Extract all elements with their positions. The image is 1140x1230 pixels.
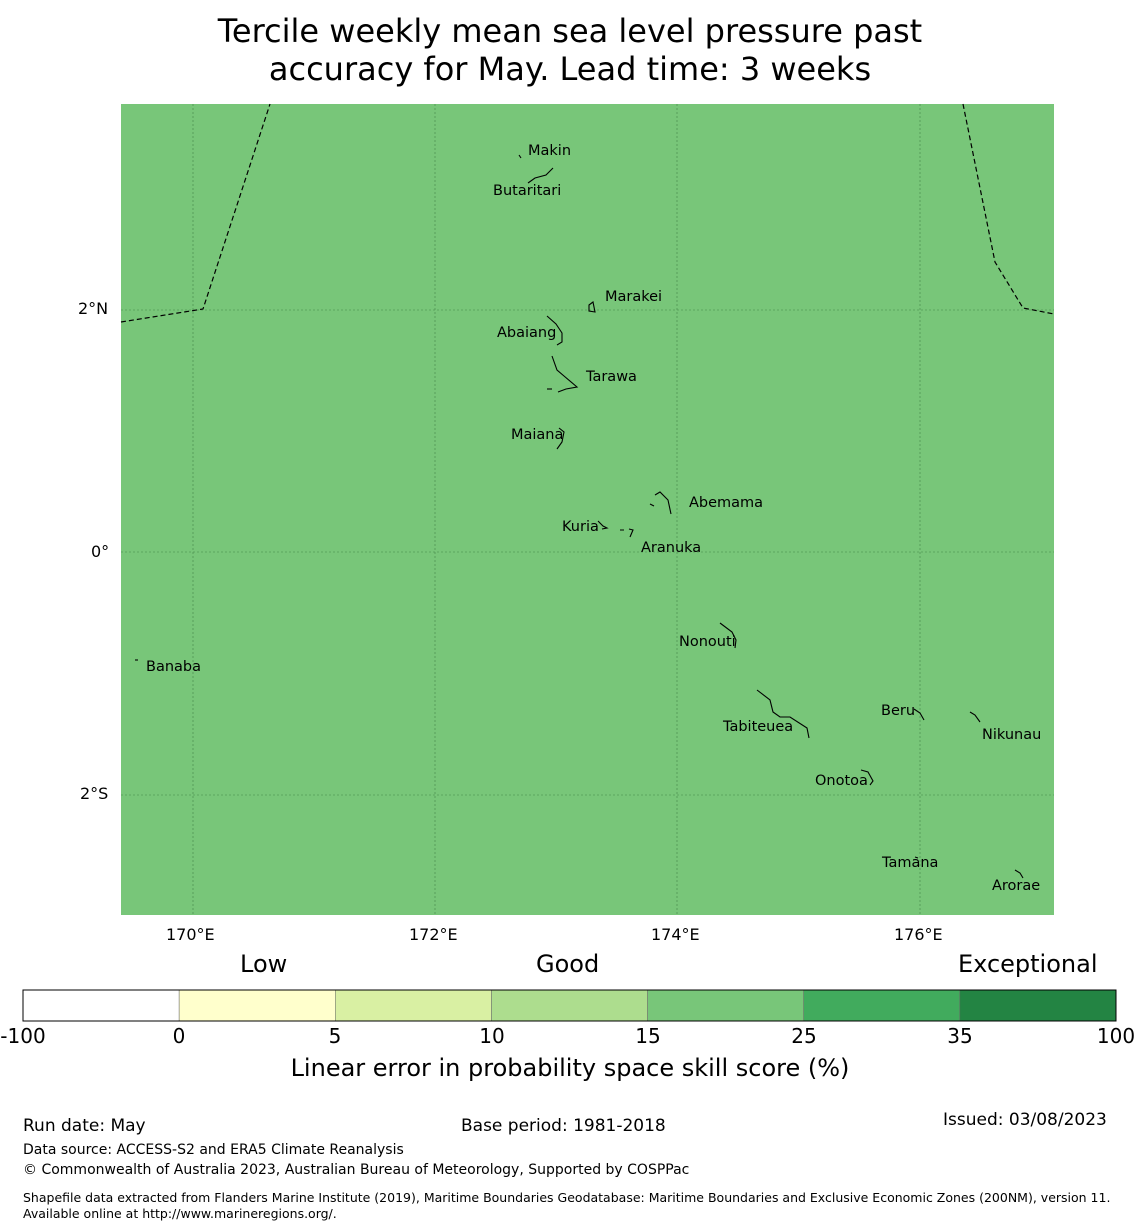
coast-abemama-west (649, 503, 655, 507)
lon-tick-176e: 176°E (894, 925, 943, 944)
island-label-makin: Makin (528, 143, 571, 159)
colorbar-border (22, 989, 1117, 1022)
colorbar-tick: -100 (0, 1024, 46, 1048)
lon-tick-174e: 174°E (651, 925, 700, 944)
colorbar-segment (335, 989, 492, 1022)
lat-tick-2n: 2°N (78, 299, 109, 318)
coast-arorae (1014, 869, 1024, 879)
coast-kuria (597, 520, 609, 530)
coast-makin (518, 154, 522, 159)
copyright: © Commonwealth of Australia 2023, Austra… (23, 1162, 690, 1178)
island-label-nonouti: Nonouti (679, 634, 736, 650)
coast-tabiteuea (756, 689, 810, 739)
colorbar-segment (647, 989, 804, 1022)
colorbar-segment (491, 989, 648, 1022)
island-label-marakei: Marakei (605, 289, 662, 305)
colorbar-tick: 100 (1096, 1024, 1136, 1048)
island-label-aranuka: Aranuka (641, 540, 701, 556)
title-line-1: Tercile weekly mean sea level pressure p… (217, 12, 923, 50)
shapefile-credit: Shapefile data extracted from Flanders M… (23, 1190, 1111, 1221)
coast-tamana (914, 856, 919, 859)
lat-tick-0: 0° (91, 542, 110, 561)
title-line-2: accuracy for May. Lead time: 3 weeks (268, 50, 872, 88)
island-label-banaba: Banaba (146, 659, 201, 675)
island-label-tamana: Tamana (881, 855, 938, 871)
island-label-butaritari: Butaritari (493, 183, 561, 199)
coast-marakei (588, 301, 596, 313)
island-label-abaiang: Abaiang (497, 325, 556, 341)
island-label-maiana: Maiana (511, 427, 563, 443)
colorbar-segment (178, 989, 336, 1022)
colorbar-tick: 0 (172, 1024, 186, 1048)
category-good: Good (536, 950, 600, 978)
lat-tick-2s: 2°S (80, 784, 109, 803)
category-exceptional: Exceptional (958, 950, 1098, 978)
lon-tick-170e: 170°E (166, 925, 215, 944)
island-label-beru: Beru (881, 703, 915, 719)
lon-tick-172e: 172°E (409, 925, 458, 944)
island-label-arorae: Arorae (992, 878, 1040, 894)
colorbar-tick: 10 (479, 1024, 505, 1048)
run-date: Run date: May (23, 1116, 146, 1136)
eez-boundary-east (962, 103, 1055, 315)
colorbar-tick: 5 (328, 1024, 342, 1048)
colorbar-segment (22, 989, 180, 1022)
coast-tarawa (551, 355, 579, 393)
coast-maiana (556, 427, 565, 450)
island-label-onotoa: Onotoa (815, 773, 868, 789)
island-label-tabiteuea: Tabiteuea (722, 719, 793, 735)
issued-date: Issued: 03/08/2023 (943, 1110, 1107, 1130)
island-labels: Makin Butaritari Marakei Abaiang Tarawa … (146, 143, 1041, 894)
eez-boundaries (120, 103, 1055, 323)
island-label-tarawa: Tarawa (585, 369, 637, 385)
colorbar-label: Linear error in probability space skill … (290, 1054, 850, 1082)
colorbar-tick: 15 (635, 1024, 661, 1048)
colorbar-segment (803, 989, 961, 1022)
category-low: Low (240, 950, 288, 978)
coast-abemama (654, 491, 672, 515)
island-label-abemama: Abemama (689, 495, 763, 511)
colorbar-segment (959, 989, 1117, 1022)
colorbar-tick: 25 (791, 1024, 817, 1048)
coast-nikunau (969, 711, 981, 723)
island-label-nikunau: Nikunau (982, 727, 1041, 743)
coast-nonouti (719, 622, 737, 649)
coast-beru (913, 708, 925, 721)
coast-abaiang (546, 315, 563, 346)
coastlines (135, 154, 1024, 879)
island-label-kuria: Kuria (562, 519, 599, 535)
coast-onotoa (860, 769, 874, 786)
map-background (121, 104, 1054, 915)
gridlines (121, 104, 1054, 915)
coast-aranuka (620, 528, 634, 538)
coast-butaritari (527, 167, 554, 184)
data-source: Data source: ACCESS-S2 and ERA5 Climate … (23, 1142, 404, 1158)
colorbar (22, 989, 1117, 1022)
eez-boundary-west (120, 103, 271, 323)
colorbar-tick: 35 (947, 1024, 973, 1048)
base-period: Base period: 1981-2018 (461, 1116, 666, 1136)
